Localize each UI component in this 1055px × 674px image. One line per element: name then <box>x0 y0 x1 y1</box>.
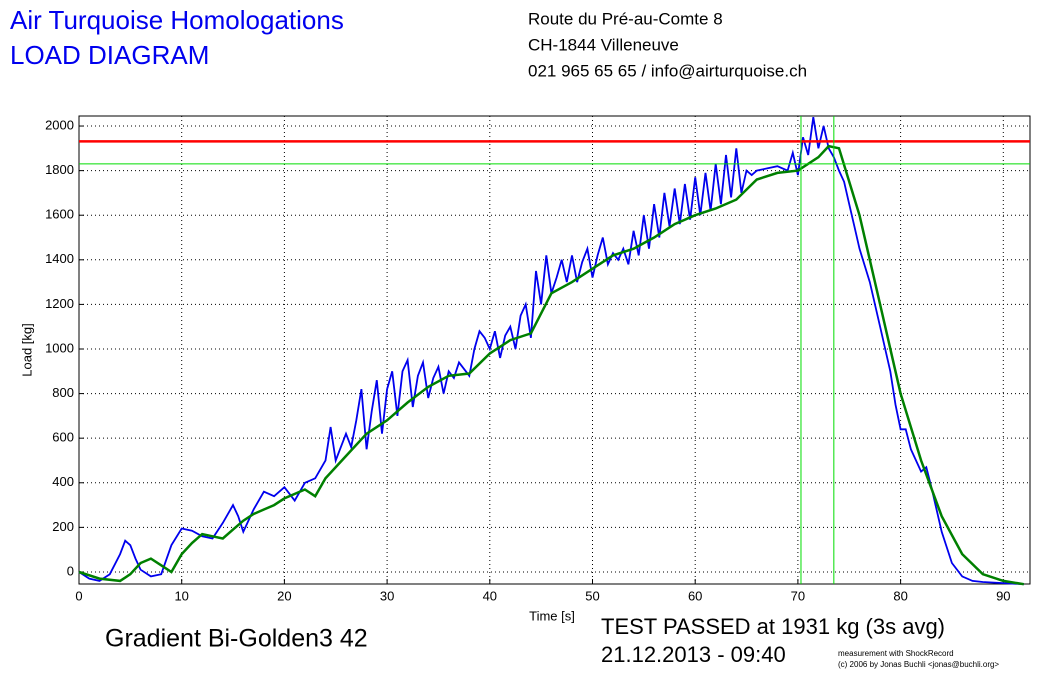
address-line: 021 965 65 65 / info@airturquoise.ch <box>528 61 807 80</box>
subtitle: LOAD DIAGRAM <box>10 40 209 70</box>
address-line: Route du Pré-au-Comte 8 <box>528 9 723 28</box>
credit: (c) 2006 by Jonas Buchli <jonas@buchli.o… <box>838 660 999 669</box>
x-tick-label: 30 <box>380 588 394 603</box>
x-tick-label: 50 <box>585 588 599 603</box>
x-tick-label: 80 <box>893 588 907 603</box>
data-line <box>78 144 1024 586</box>
credit: measurement with ShockRecord <box>838 649 954 658</box>
glider-name: Gradient Bi-Golden3 42 <box>105 625 368 653</box>
x-tick-label: 10 <box>174 588 188 603</box>
address-line: CH-1844 Villeneuve <box>528 35 679 54</box>
x-tick-label: 40 <box>483 588 497 603</box>
y-tick-label: 400 <box>52 474 74 489</box>
y-tick-label: 1000 <box>45 340 74 355</box>
result: TEST PASSED at 1931 kg (3s avg) <box>601 614 945 639</box>
y-tick-label: 1400 <box>45 251 74 266</box>
y-tick-label: 1600 <box>45 207 74 222</box>
y-tick-label: 600 <box>52 430 74 445</box>
date: 21.12.2013 - 09:40 <box>601 642 786 667</box>
x-tick-label: 0 <box>75 588 82 603</box>
y-tick-label: 800 <box>52 385 74 400</box>
y-axis-label: Load [kg] <box>19 323 34 377</box>
y-tick-label: 1200 <box>45 296 74 311</box>
y-tick-label: 2000 <box>45 117 74 132</box>
y-tick-label: 200 <box>52 519 74 534</box>
x-tick-label: 20 <box>277 588 291 603</box>
plot-area <box>78 115 1031 585</box>
x-axis-label: Time [s] <box>529 608 575 623</box>
y-tick-label: 0 <box>67 563 74 578</box>
data-line <box>78 116 1024 586</box>
x-tick-label: 90 <box>996 588 1010 603</box>
x-tick-label: 70 <box>791 588 805 603</box>
title: Air Turquoise Homologations <box>10 5 344 35</box>
y-tick-label: 1800 <box>45 162 74 177</box>
x-tick-label: 60 <box>688 588 702 603</box>
